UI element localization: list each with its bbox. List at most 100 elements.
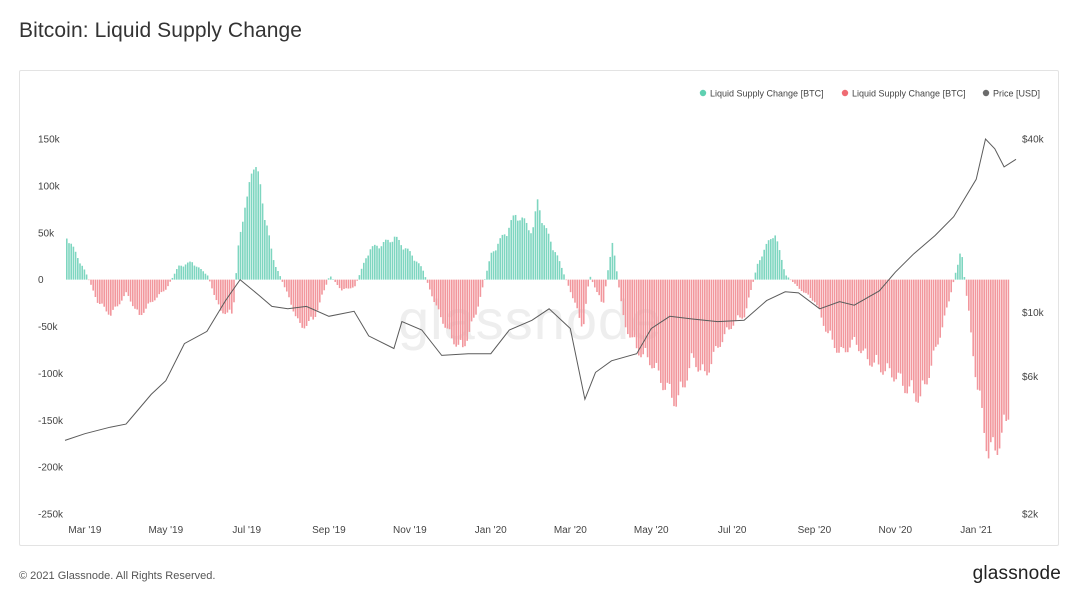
supply-change-bar <box>437 279 440 310</box>
supply-change-bar <box>129 279 132 302</box>
supply-change-bar <box>847 279 849 353</box>
supply-change-bar <box>288 279 290 298</box>
supply-change-bar <box>706 279 708 376</box>
supply-change-bar <box>187 262 189 280</box>
supply-change-bar <box>464 279 466 347</box>
x-tick-label: Sep '19 <box>312 525 346 536</box>
supply-change-bar <box>211 279 213 289</box>
supply-change-bar <box>952 279 955 283</box>
bar-series <box>66 167 1010 459</box>
supply-change-bar <box>743 279 746 318</box>
supply-change-bar <box>514 214 517 280</box>
supply-change-bar <box>864 279 867 349</box>
supply-change-bar <box>796 279 798 287</box>
supply-change-bar <box>888 279 891 369</box>
supply-change-bar <box>882 279 884 375</box>
y-left-tick-label: -150k <box>38 416 64 427</box>
supply-change-bar <box>754 272 757 280</box>
x-tick-label: Jul '19 <box>232 525 261 536</box>
supply-change-bar <box>244 207 246 280</box>
supply-change-bar <box>965 279 968 296</box>
supply-change-bar <box>862 279 864 351</box>
supply-change-bar <box>873 279 875 363</box>
supply-change-bar <box>752 279 754 282</box>
supply-change-bar <box>633 279 636 338</box>
supply-change-bar <box>490 252 493 280</box>
supply-change-bar <box>772 238 774 280</box>
supply-change-bar <box>717 279 719 348</box>
supply-change-bar <box>750 279 752 290</box>
y-right-tick-label: $10k <box>1022 308 1045 319</box>
supply-change-bar <box>341 279 343 291</box>
supply-change-bar <box>572 279 574 299</box>
supply-change-bar <box>345 279 347 289</box>
supply-change-bar <box>343 279 345 289</box>
legend-label[interactable]: Price [USD] <box>993 89 1040 99</box>
supply-change-bar <box>154 279 156 301</box>
supply-change-bar <box>979 279 981 391</box>
supply-change-bar <box>831 279 834 340</box>
supply-change-bar <box>253 169 255 280</box>
supply-change-bar <box>446 279 449 329</box>
supply-change-bar <box>222 279 224 314</box>
supply-change-bar <box>983 279 985 433</box>
supply-change-bar <box>508 227 510 280</box>
supply-change-bar <box>642 279 644 355</box>
supply-change-bar <box>948 279 950 302</box>
supply-change-bar <box>286 279 288 292</box>
y-axis-left: 150k 100k 50k 0 -50k -100k -150k -200k -250k <box>38 135 64 521</box>
supply-change-bar <box>382 241 385 280</box>
legend-label[interactable]: Liquid Supply Change [BTC] <box>710 89 824 99</box>
supply-change-bar <box>88 279 90 281</box>
supply-change-bar <box>686 279 688 381</box>
supply-change-bar <box>913 279 915 394</box>
supply-change-bar <box>902 279 904 386</box>
supply-change-bar <box>827 279 829 334</box>
supply-change-bar <box>842 279 845 349</box>
supply-change-bar <box>646 279 649 358</box>
y-left-tick-label: -100k <box>38 369 64 380</box>
supply-change-bar <box>552 250 554 280</box>
supply-change-bar <box>180 265 182 280</box>
supply-change-bar <box>112 279 114 310</box>
supply-change-bar <box>503 234 506 280</box>
supply-change-bar <box>349 279 352 289</box>
supply-change-bar <box>880 279 882 373</box>
supply-change-bar <box>92 279 94 291</box>
supply-change-bar <box>132 279 134 307</box>
supply-change-bar <box>640 279 642 358</box>
supply-change-bar <box>697 279 699 372</box>
supply-change-bar <box>314 279 317 317</box>
supply-change-bar <box>811 279 814 301</box>
supply-change-bar <box>105 279 108 312</box>
legend-label[interactable]: Liquid Supply Change [BTC] <box>852 89 966 99</box>
supply-change-bar <box>662 279 664 391</box>
supply-change-bar <box>928 279 930 378</box>
supply-change-bar <box>99 279 101 305</box>
supply-change-bar <box>893 279 895 382</box>
supply-change-bar <box>668 279 671 384</box>
supply-change-bar <box>184 264 187 280</box>
supply-change-bar <box>312 279 314 320</box>
supply-change-bar <box>759 260 761 280</box>
supply-change-bar <box>1007 279 1010 420</box>
supply-change-bar <box>389 242 391 280</box>
supply-change-bar <box>987 279 990 459</box>
supply-change-bar <box>550 241 552 280</box>
supply-change-bar <box>596 279 598 292</box>
supply-change-bar <box>226 279 229 313</box>
supply-change-bar <box>316 279 319 311</box>
supply-change-bar <box>468 279 471 332</box>
supply-change-bar <box>653 279 655 368</box>
supply-change-bar <box>798 279 801 289</box>
supply-change-bar <box>134 279 136 309</box>
supply-change-bar <box>763 249 765 280</box>
supply-change-bar <box>411 255 413 280</box>
supply-change-bar <box>160 279 163 293</box>
supply-change-bar <box>259 184 262 280</box>
supply-change-bar <box>539 210 541 280</box>
supply-change-bar <box>283 279 286 288</box>
supply-change-bar <box>215 279 218 301</box>
supply-change-bar <box>726 279 728 328</box>
supply-change-bar <box>585 279 587 304</box>
